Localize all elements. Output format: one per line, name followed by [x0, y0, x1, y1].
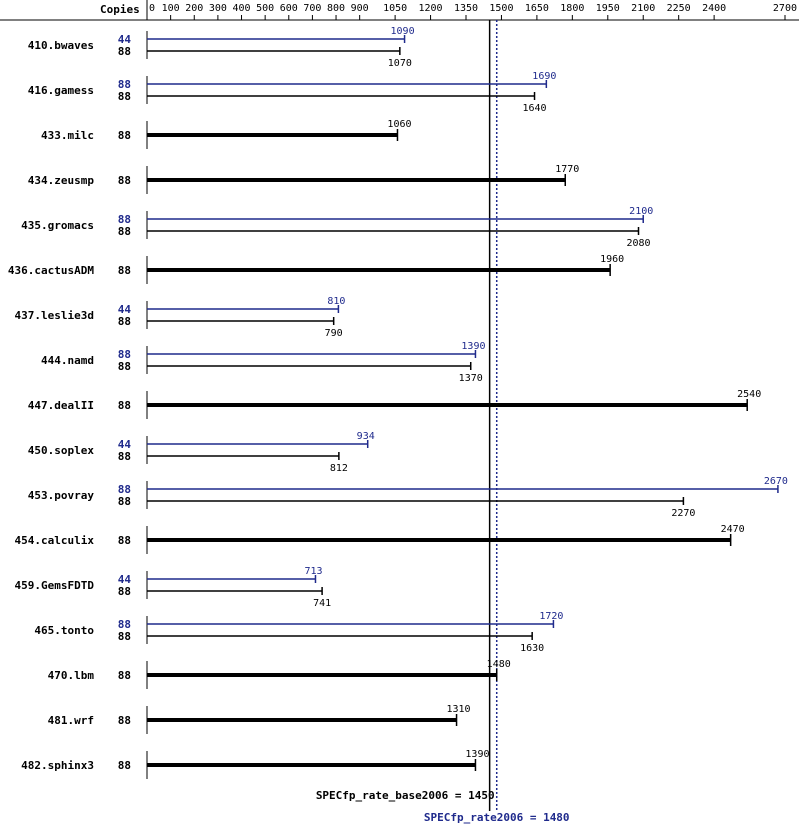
base-value-label: 2540 — [737, 389, 761, 400]
peak-value-label: 1690 — [532, 71, 556, 82]
benchmark-name: 459.GemsFDTD — [15, 579, 95, 592]
x-tick-label: 200 — [185, 3, 203, 14]
peak-value-label: 1720 — [539, 611, 563, 622]
base-value-label: 741 — [313, 598, 331, 609]
base-copies: 88 — [118, 495, 131, 508]
base-copies: 88 — [118, 174, 131, 187]
base-value-label: 1070 — [388, 58, 412, 69]
base-copies: 88 — [118, 90, 131, 103]
base-value-label: 1770 — [555, 164, 579, 175]
benchmark-name: 482.sphinx3 — [21, 759, 94, 772]
benchmark-name: 453.povray — [28, 489, 95, 502]
base-copies: 88 — [118, 315, 131, 328]
base-value-label: 2470 — [721, 524, 745, 535]
peak-value-label: 713 — [304, 566, 322, 577]
benchmark-name: 410.bwaves — [28, 39, 94, 52]
benchmark-name: 481.wrf — [48, 714, 94, 727]
base-copies: 88 — [118, 45, 131, 58]
peak-copies: 88 — [118, 348, 131, 361]
base-copies: 88 — [118, 534, 131, 547]
x-tick-label: 2250 — [667, 3, 691, 14]
base-reference-label: SPECfp_rate_base2006 = 1450 — [316, 789, 495, 802]
base-value-label: 1370 — [459, 373, 483, 384]
benchmark-name: 470.lbm — [48, 669, 95, 682]
base-value-label: 1640 — [522, 103, 546, 114]
benchmark-name: 434.zeusmp — [28, 174, 95, 187]
peak-copies: 44 — [118, 33, 132, 46]
base-value-label: 1960 — [600, 254, 624, 265]
x-tick-label: 1650 — [525, 3, 549, 14]
base-copies: 88 — [118, 450, 131, 463]
peak-value-label: 1390 — [461, 341, 485, 352]
peak-value-label: 934 — [357, 431, 375, 442]
base-value-label: 1310 — [447, 704, 471, 715]
base-copies: 88 — [118, 360, 131, 373]
peak-value-label: 1090 — [391, 26, 415, 37]
base-copies: 88 — [118, 669, 131, 682]
base-copies: 88 — [118, 585, 131, 598]
benchmark-name: 444.namd — [41, 354, 94, 367]
benchmark-name: 450.soplex — [28, 444, 95, 457]
peak-copies: 44 — [118, 303, 132, 316]
base-value-label: 812 — [330, 463, 348, 474]
base-copies: 88 — [118, 225, 131, 238]
base-value-label: 1060 — [387, 119, 411, 130]
peak-reference-label: SPECfp_rate2006 = 1480 — [424, 811, 570, 824]
x-tick-label: 700 — [303, 3, 321, 14]
benchmark-name: 465.tonto — [34, 624, 94, 637]
x-tick-label: 1800 — [560, 3, 584, 14]
x-tick-label: 500 — [256, 3, 274, 14]
base-value-label: 2270 — [671, 508, 695, 519]
peak-copies: 88 — [118, 618, 131, 631]
peak-copies: 44 — [118, 573, 132, 586]
base-copies: 88 — [118, 129, 131, 142]
base-copies: 88 — [118, 714, 131, 727]
peak-value-label: 2670 — [764, 476, 788, 487]
x-tick-label: 1950 — [596, 3, 620, 14]
x-tick-label: 800 — [327, 3, 345, 14]
peak-value-label: 2100 — [629, 206, 653, 217]
base-copies: 88 — [118, 759, 131, 772]
base-value-label: 1480 — [487, 659, 511, 670]
x-tick-label: 600 — [280, 3, 298, 14]
base-value-label: 790 — [325, 328, 343, 339]
peak-copies: 88 — [118, 483, 131, 496]
benchmark-name: 416.gamess — [28, 84, 94, 97]
benchmark-name: 437.leslie3d — [15, 309, 94, 322]
benchmark-name: 454.calculix — [15, 534, 95, 547]
base-value-label: 2080 — [626, 238, 650, 249]
base-copies: 88 — [118, 264, 131, 277]
x-tick-label: 300 — [209, 3, 227, 14]
peak-copies: 88 — [118, 78, 131, 91]
x-tick-label: 400 — [232, 3, 250, 14]
copies-header: Copies — [100, 3, 140, 16]
benchmark-name: 433.milc — [41, 129, 94, 142]
peak-value-label: 810 — [327, 296, 345, 307]
base-value-label: 1630 — [520, 643, 544, 654]
x-tick-label: 1350 — [454, 3, 478, 14]
base-copies: 88 — [118, 399, 131, 412]
x-tick-label: 900 — [351, 3, 369, 14]
x-tick-label: 0 — [149, 3, 155, 14]
base-copies: 88 — [118, 630, 131, 643]
x-tick-label: 1200 — [419, 3, 443, 14]
benchmark-name: 435.gromacs — [21, 219, 94, 232]
peak-copies: 44 — [118, 438, 132, 451]
benchmark-name: 436.cactusADM — [8, 264, 94, 277]
base-value-label: 1390 — [465, 749, 489, 760]
x-tick-label: 100 — [162, 3, 180, 14]
x-tick-label: 1050 — [383, 3, 407, 14]
x-tick-label: 2400 — [702, 3, 726, 14]
peak-copies: 88 — [118, 213, 131, 226]
benchmark-name: 447.dealII — [28, 399, 94, 412]
x-tick-label: 1500 — [489, 3, 513, 14]
x-tick-label: 2100 — [631, 3, 655, 14]
x-tick-label: 2700 — [773, 3, 797, 14]
